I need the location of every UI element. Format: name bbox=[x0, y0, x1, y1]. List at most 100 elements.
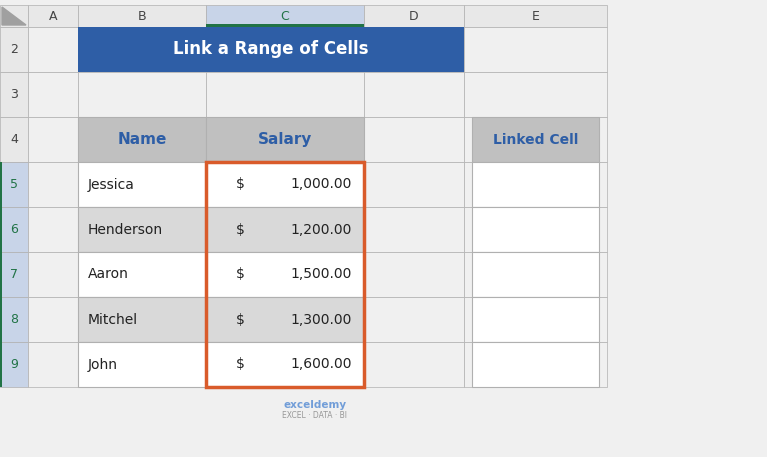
Polygon shape bbox=[2, 7, 26, 25]
Text: D: D bbox=[409, 10, 419, 22]
Bar bbox=[364, 117, 464, 162]
Text: 2: 2 bbox=[10, 43, 18, 56]
Bar bbox=[364, 297, 464, 342]
Bar bbox=[78, 342, 206, 387]
Text: 1,300.00: 1,300.00 bbox=[291, 313, 352, 326]
Bar bbox=[464, 27, 607, 72]
Bar bbox=[78, 342, 206, 387]
Text: $: $ bbox=[236, 313, 245, 326]
Text: 1,600.00: 1,600.00 bbox=[291, 357, 352, 372]
Bar bbox=[0, 162, 2, 207]
Text: Salary: Salary bbox=[258, 132, 312, 147]
Bar bbox=[0, 72, 28, 117]
Text: 1,000.00: 1,000.00 bbox=[291, 177, 352, 191]
Bar bbox=[364, 252, 464, 297]
Text: 1,200.00: 1,200.00 bbox=[291, 223, 352, 237]
Bar bbox=[206, 117, 364, 162]
Bar bbox=[472, 342, 599, 387]
Text: Henderson: Henderson bbox=[88, 223, 163, 237]
Bar bbox=[78, 252, 206, 297]
Text: exceldemy: exceldemy bbox=[284, 400, 347, 410]
Bar bbox=[364, 27, 464, 72]
Bar bbox=[78, 297, 206, 342]
Bar bbox=[464, 5, 607, 27]
Bar bbox=[0, 27, 28, 72]
Bar bbox=[364, 162, 464, 207]
Bar bbox=[78, 117, 206, 162]
Text: Aaron: Aaron bbox=[88, 267, 129, 282]
Bar bbox=[364, 72, 464, 117]
Text: 3: 3 bbox=[10, 88, 18, 101]
Bar bbox=[78, 297, 206, 342]
Bar bbox=[206, 24, 364, 27]
Text: 1,500.00: 1,500.00 bbox=[291, 267, 352, 282]
Bar bbox=[0, 117, 28, 162]
Bar bbox=[206, 342, 364, 387]
Bar bbox=[464, 117, 607, 162]
Bar bbox=[0, 5, 28, 27]
Text: EXCEL · DATA · BI: EXCEL · DATA · BI bbox=[282, 411, 347, 420]
Bar bbox=[464, 207, 607, 252]
Text: John: John bbox=[88, 357, 118, 372]
Bar bbox=[0, 252, 2, 297]
Bar bbox=[464, 72, 607, 117]
Bar bbox=[0, 207, 2, 252]
Bar bbox=[0, 207, 28, 252]
Bar bbox=[206, 207, 364, 252]
Bar bbox=[464, 342, 607, 387]
Text: 9: 9 bbox=[10, 358, 18, 371]
Bar bbox=[0, 297, 2, 342]
Text: $: $ bbox=[236, 267, 245, 282]
Bar bbox=[78, 27, 206, 72]
Text: Link a Range of Cells: Link a Range of Cells bbox=[173, 41, 369, 58]
Bar bbox=[206, 297, 364, 342]
Text: C: C bbox=[281, 10, 289, 22]
Bar bbox=[472, 162, 599, 207]
Text: Name: Name bbox=[117, 132, 166, 147]
Bar bbox=[28, 252, 78, 297]
Bar bbox=[472, 117, 599, 162]
Bar bbox=[206, 72, 364, 117]
Text: 5: 5 bbox=[10, 178, 18, 191]
Text: Linked Cell: Linked Cell bbox=[493, 133, 578, 147]
Bar bbox=[78, 207, 206, 252]
Text: 4: 4 bbox=[10, 133, 18, 146]
Bar bbox=[206, 5, 364, 27]
Bar bbox=[28, 5, 78, 27]
Text: 6: 6 bbox=[10, 223, 18, 236]
Bar bbox=[206, 297, 364, 342]
Bar bbox=[472, 252, 599, 297]
Bar bbox=[78, 5, 206, 27]
Bar bbox=[464, 252, 607, 297]
Bar bbox=[206, 162, 364, 387]
Bar bbox=[206, 162, 364, 207]
Bar bbox=[206, 342, 364, 387]
Bar bbox=[364, 207, 464, 252]
Bar bbox=[28, 207, 78, 252]
Text: Mitchel: Mitchel bbox=[88, 313, 138, 326]
Bar bbox=[0, 342, 28, 387]
Bar bbox=[464, 297, 607, 342]
Bar bbox=[206, 27, 364, 72]
Bar bbox=[28, 72, 78, 117]
Bar bbox=[0, 297, 28, 342]
Text: E: E bbox=[532, 10, 539, 22]
Bar bbox=[28, 27, 78, 72]
Bar bbox=[78, 162, 206, 207]
Text: 7: 7 bbox=[10, 268, 18, 281]
Text: Jessica: Jessica bbox=[88, 177, 135, 191]
Bar bbox=[28, 342, 78, 387]
Bar bbox=[28, 117, 78, 162]
Bar bbox=[206, 252, 364, 297]
Bar bbox=[78, 27, 464, 72]
Bar bbox=[78, 252, 206, 297]
Bar bbox=[78, 162, 206, 207]
Text: 8: 8 bbox=[10, 313, 18, 326]
Bar bbox=[28, 297, 78, 342]
Bar bbox=[206, 252, 364, 297]
Bar bbox=[364, 342, 464, 387]
Bar bbox=[78, 207, 206, 252]
Text: $: $ bbox=[236, 223, 245, 237]
Bar bbox=[206, 117, 364, 162]
Bar bbox=[472, 207, 599, 252]
